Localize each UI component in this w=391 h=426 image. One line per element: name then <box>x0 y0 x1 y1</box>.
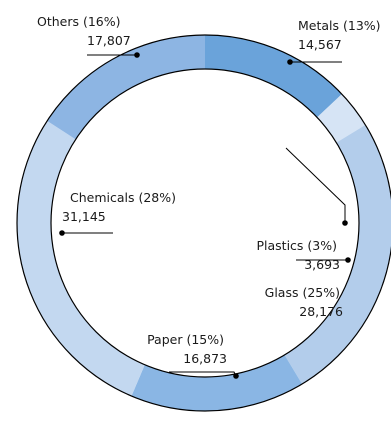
slice-name-label-metals: Metals (13%) <box>298 18 381 33</box>
slice-name-label-glass: Glass (25%) <box>265 285 340 300</box>
leader-dot-paper <box>233 373 239 379</box>
slice-value-label-plastics: 3,693 <box>304 257 340 272</box>
slice-name-label-paper: Paper (15%) <box>147 332 224 347</box>
leader-dot-chemicals <box>59 230 65 236</box>
donut-inner-outline <box>50 68 360 378</box>
slice-metals <box>205 35 342 118</box>
slice-value-label-others: 17,807 <box>87 33 131 48</box>
slice-plastics <box>317 94 366 143</box>
slice-value-label-glass: 28,176 <box>299 304 343 319</box>
leader-dot-plastics <box>342 220 348 226</box>
slice-paper <box>131 354 303 411</box>
leader-dot-metals <box>287 59 293 65</box>
slice-value-label-metals: 14,567 <box>298 37 342 52</box>
label-leaders <box>59 52 351 379</box>
slice-value-label-paper: 16,873 <box>183 351 227 366</box>
slice-name-label-plastics: Plastics (3%) <box>257 238 338 253</box>
slice-labels: Metals (13%) 14,567 Plastics (3%) 3,693 Glas… <box>37 14 381 366</box>
donut-outer-outline <box>16 34 391 412</box>
slice-value-label-chemicals: 31,145 <box>62 209 106 224</box>
slice-glass <box>284 124 391 384</box>
slice-others <box>47 35 205 140</box>
leader-dot-others <box>134 52 140 58</box>
slice-name-label-chemicals: Chemicals (28%) <box>70 190 176 205</box>
leader-dot-glass <box>345 257 351 263</box>
leader-line-plastics <box>285 147 346 223</box>
slice-name-label-others: Others (16%) <box>37 14 121 29</box>
